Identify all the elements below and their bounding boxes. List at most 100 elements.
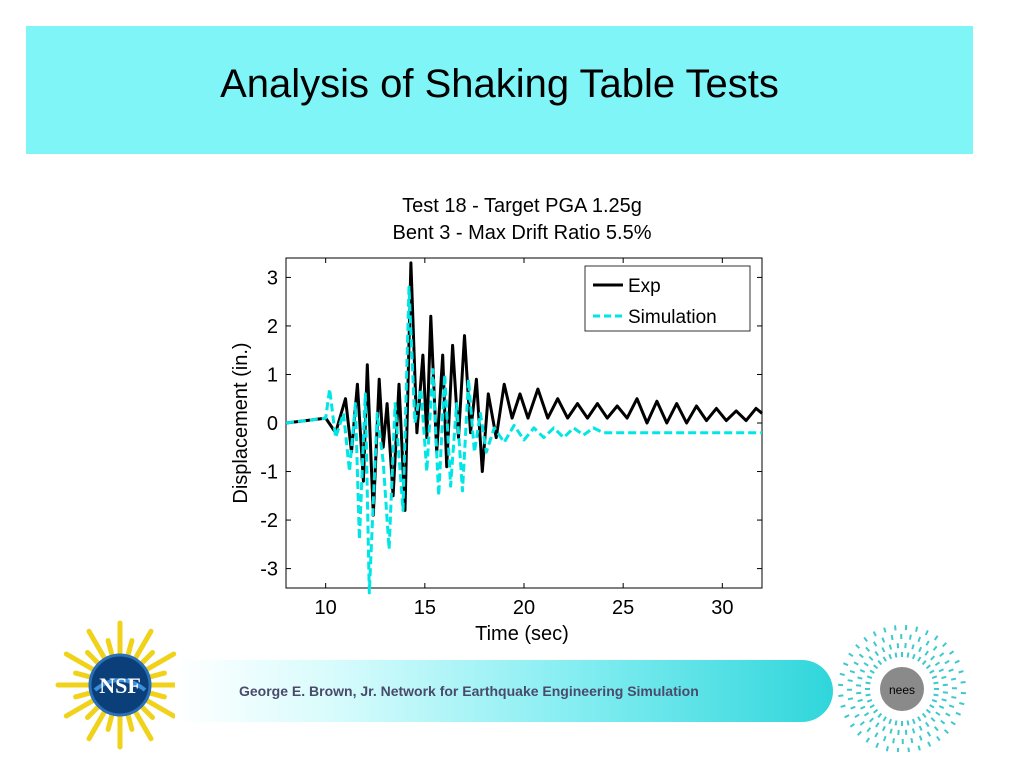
nees-ray: [917, 716, 922, 722]
nees-ray: [917, 656, 922, 662]
nees-ray: [906, 652, 910, 658]
nees-ray: [838, 694, 844, 697]
nees-ray: [855, 643, 861, 649]
nees-ray: [844, 714, 850, 719]
chart-title-line-1: Test 18 - Target PGA 1.25g: [402, 195, 642, 217]
nees-ray: [954, 659, 960, 664]
nees-ray: [915, 626, 919, 632]
nees-ray: [940, 719, 946, 725]
nees-ray: [921, 712, 927, 718]
nees-ray: [853, 661, 859, 666]
nees-ray: [877, 660, 883, 666]
nees-ray: [839, 672, 845, 676]
y-tick-label: -2: [260, 510, 278, 532]
nees-rays-icon: [838, 625, 966, 752]
nees-ray: [881, 637, 886, 643]
nees-ray: [874, 650, 880, 657]
nees-ray: [931, 675, 938, 680]
y-tick-label: 1: [267, 364, 278, 386]
nees-ray: [911, 653, 916, 660]
nees-ray: [917, 745, 921, 751]
nees-ray: [866, 727, 872, 733]
nees-logo: nees: [838, 625, 966, 752]
nees-ray: [875, 722, 880, 728]
y-tick-label: 2: [267, 316, 278, 338]
nees-ray: [933, 681, 939, 685]
nees-ray: [948, 668, 954, 673]
nees-ray: [917, 636, 922, 643]
nees-ray: [894, 625, 897, 631]
nees-ray: [883, 627, 887, 633]
nees-ray: [888, 653, 893, 660]
nees-ray: [929, 704, 935, 709]
nees-ray: [959, 702, 965, 706]
x-axis-label: Time (sec): [475, 623, 569, 645]
nees-ray: [860, 705, 866, 710]
series-line-exp: [285, 261, 763, 517]
nees-ray: [958, 670, 964, 674]
nees-ray: [955, 711, 961, 716]
nees-ray: [849, 723, 855, 728]
nees-ray: [930, 655, 936, 661]
footer-text: George E. Brown, Jr. Network for Earthqu…: [239, 683, 699, 699]
nees-ray: [859, 668, 866, 673]
nees-ray: [847, 679, 853, 682]
nees-ray: [888, 644, 893, 650]
nees-ray: [938, 668, 944, 673]
legend-exp-label: Exp: [628, 276, 661, 297]
nees-ray: [866, 698, 873, 703]
nees-ray: [925, 708, 931, 714]
legend-box: [584, 265, 751, 332]
x-tick-label: 10: [315, 597, 337, 619]
nees-logo-text: nees: [889, 683, 915, 697]
nees-ray: [857, 698, 863, 703]
nees-ray: [885, 746, 889, 752]
slide-title: Analysis of Shaking Table Tests: [220, 61, 779, 106]
nees-ray: [924, 650, 929, 656]
nees-ray: [907, 747, 910, 752]
y-tick-label: -1: [260, 462, 278, 484]
nees-ray: [943, 729, 949, 735]
y-tick-label: 0: [267, 413, 278, 435]
nees-ray: [872, 641, 878, 647]
chart-title-line-2: Bent 3 - Max Drift Ratio 5.5%: [393, 222, 652, 244]
legend: Exp Simulation: [584, 265, 751, 332]
nees-ray: [933, 635, 939, 641]
nees-ray: [865, 681, 871, 685]
nees-ray: [881, 725, 886, 732]
nees-ray: [941, 675, 947, 680]
nees-ray: [933, 693, 939, 697]
nees-ray: [929, 669, 935, 674]
nees-ray: [911, 728, 916, 734]
nees-ray: [849, 669, 856, 674]
nees-ray: [944, 659, 950, 665]
legend-sim-label: Simulation: [628, 307, 717, 328]
nees-ray: [918, 735, 923, 741]
nees-ray: [934, 661, 941, 667]
nees-ray: [856, 730, 862, 736]
nees-ray: [850, 705, 856, 710]
nees-ray: [859, 720, 865, 726]
nees-ray: [894, 720, 898, 726]
nees-ray: [848, 652, 854, 658]
nees-ray: [863, 636, 868, 642]
x-tick-label: 30: [711, 597, 733, 619]
nees-ray: [926, 731, 932, 737]
nees-ray: [882, 735, 887, 742]
nees-ray: [927, 741, 932, 747]
nees-ray: [863, 662, 869, 667]
nees-ray: [936, 736, 941, 742]
x-tick-label: 25: [612, 597, 634, 619]
nees-ray: [935, 711, 941, 716]
nees-ray: [910, 737, 914, 744]
nees-ray: [950, 720, 956, 726]
nees-ray: [924, 721, 930, 728]
nees-ray: [865, 646, 871, 652]
nees-ray: [911, 644, 915, 650]
nees-ray: [858, 653, 864, 659]
nees-ray: [941, 698, 947, 702]
nees-ray: [925, 640, 930, 646]
nees-ray: [939, 652, 945, 658]
nees-ray: [932, 645, 938, 651]
